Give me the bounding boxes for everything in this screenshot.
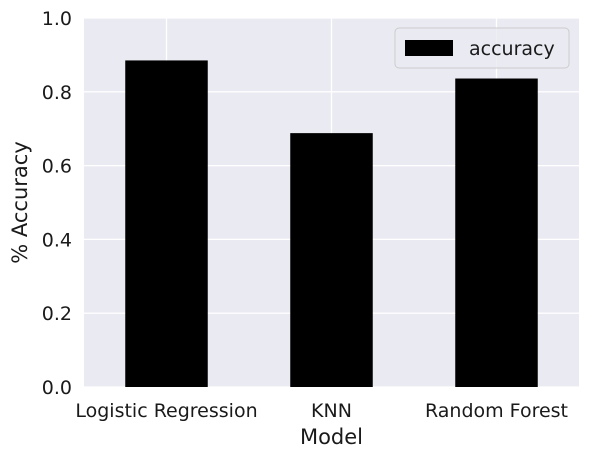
y-tick-label: 0.8 xyxy=(42,82,72,104)
x-tick-label: Random Forest xyxy=(425,400,568,422)
legend-swatch xyxy=(405,40,453,56)
bar-logistic-regression xyxy=(125,60,208,388)
bars xyxy=(125,60,538,388)
x-tick-label: KNN xyxy=(311,400,352,422)
x-axis-title: Model xyxy=(300,425,363,449)
legend: accuracy xyxy=(394,27,570,69)
legend-box xyxy=(394,27,570,69)
bar-knn xyxy=(290,133,373,387)
y-tick-label: 1.0 xyxy=(42,8,72,30)
x-tick-labels: Logistic Regression KNN Random Forest xyxy=(75,400,568,422)
y-axis-title: % Accuracy xyxy=(8,141,32,264)
x-tick-label: Logistic Regression xyxy=(75,400,257,422)
legend-label-accuracy: accuracy xyxy=(469,38,555,60)
y-tick-labels: 0.0 0.2 0.4 0.6 0.8 1.0 xyxy=(42,8,72,399)
y-tick-label: 0.0 xyxy=(42,377,72,399)
y-tick-label: 0.6 xyxy=(42,156,72,178)
y-tick-label: 0.4 xyxy=(42,229,72,251)
bar-random-forest xyxy=(455,78,538,388)
y-tick-label: 0.2 xyxy=(42,303,72,325)
